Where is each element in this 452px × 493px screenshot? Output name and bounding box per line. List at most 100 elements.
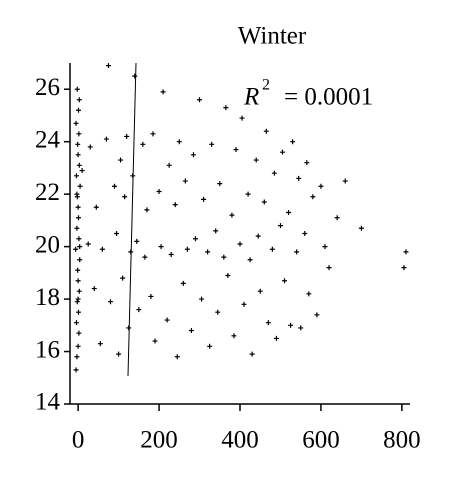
point	[277, 223, 283, 229]
point	[76, 131, 82, 137]
point	[180, 280, 186, 286]
point	[290, 139, 296, 145]
point	[97, 341, 103, 347]
chart-title: Winter	[238, 23, 307, 50]
point	[85, 241, 91, 247]
point	[273, 335, 279, 341]
point	[233, 147, 239, 153]
point	[253, 157, 259, 163]
point	[182, 178, 188, 184]
point	[314, 312, 320, 318]
x-tick-label: 200	[140, 427, 178, 454]
point	[114, 231, 120, 236]
point	[107, 299, 113, 305]
point	[164, 317, 170, 323]
point	[188, 328, 194, 334]
y-tick-label: 22	[35, 179, 60, 206]
point	[215, 309, 221, 315]
point	[128, 249, 134, 255]
point	[75, 278, 81, 284]
y-tick-label: 16	[35, 336, 60, 363]
point	[122, 194, 128, 200]
point	[112, 183, 118, 189]
point	[75, 267, 81, 273]
point	[77, 244, 83, 250]
point	[150, 131, 156, 137]
point	[132, 73, 138, 79]
x-tick-label: 800	[383, 427, 421, 454]
point	[199, 296, 205, 302]
point	[286, 210, 292, 216]
point	[77, 183, 83, 189]
point	[166, 162, 172, 168]
point	[87, 144, 93, 150]
point	[225, 272, 231, 278]
fit-line	[127, 62, 137, 377]
point	[160, 89, 166, 95]
point	[271, 170, 277, 176]
point	[76, 236, 82, 242]
point	[239, 115, 245, 121]
point	[120, 275, 126, 281]
point	[342, 178, 348, 184]
point	[401, 265, 407, 271]
point	[168, 251, 174, 257]
point	[237, 241, 243, 247]
point	[261, 199, 267, 205]
annotation-symbol: R	[243, 84, 259, 111]
y-tick-label: 20	[35, 231, 60, 258]
point	[105, 63, 111, 69]
point	[231, 333, 237, 339]
point	[77, 257, 83, 263]
annotation-exponent: 2	[262, 77, 270, 94]
point	[73, 173, 79, 179]
point	[326, 265, 332, 271]
point	[201, 196, 207, 202]
point	[223, 105, 229, 111]
y-tick-label: 18	[35, 284, 60, 311]
x-tick-label: 600	[302, 427, 340, 454]
point	[174, 354, 180, 360]
point	[99, 246, 105, 252]
point	[75, 152, 81, 158]
point	[73, 367, 79, 373]
point	[76, 330, 82, 336]
point	[148, 293, 154, 299]
point	[103, 136, 109, 142]
y-tick-label: 24	[35, 126, 61, 153]
y-tick-label: 26	[35, 74, 60, 101]
point	[334, 215, 340, 221]
y-tick-label: 14	[35, 389, 61, 416]
point	[282, 278, 288, 284]
point	[79, 168, 85, 174]
point	[75, 204, 81, 210]
point	[74, 191, 80, 197]
point	[322, 244, 328, 250]
point	[192, 236, 198, 242]
point	[221, 254, 227, 260]
point	[74, 354, 80, 360]
point	[213, 228, 219, 234]
point	[269, 246, 275, 252]
point	[318, 183, 324, 189]
x-tick-label: 400	[221, 427, 259, 454]
point	[124, 133, 130, 139]
point	[298, 325, 304, 331]
point	[209, 141, 215, 147]
point	[140, 141, 146, 147]
point	[130, 173, 136, 179]
point	[134, 238, 140, 244]
point	[75, 141, 81, 147]
point	[76, 97, 82, 103]
point	[257, 288, 263, 294]
point	[304, 160, 310, 166]
point	[190, 152, 196, 158]
point	[93, 204, 99, 210]
point	[280, 149, 285, 155]
point	[263, 128, 269, 134]
point	[172, 202, 178, 208]
point	[156, 189, 162, 195]
point	[403, 249, 409, 255]
point	[207, 343, 213, 349]
